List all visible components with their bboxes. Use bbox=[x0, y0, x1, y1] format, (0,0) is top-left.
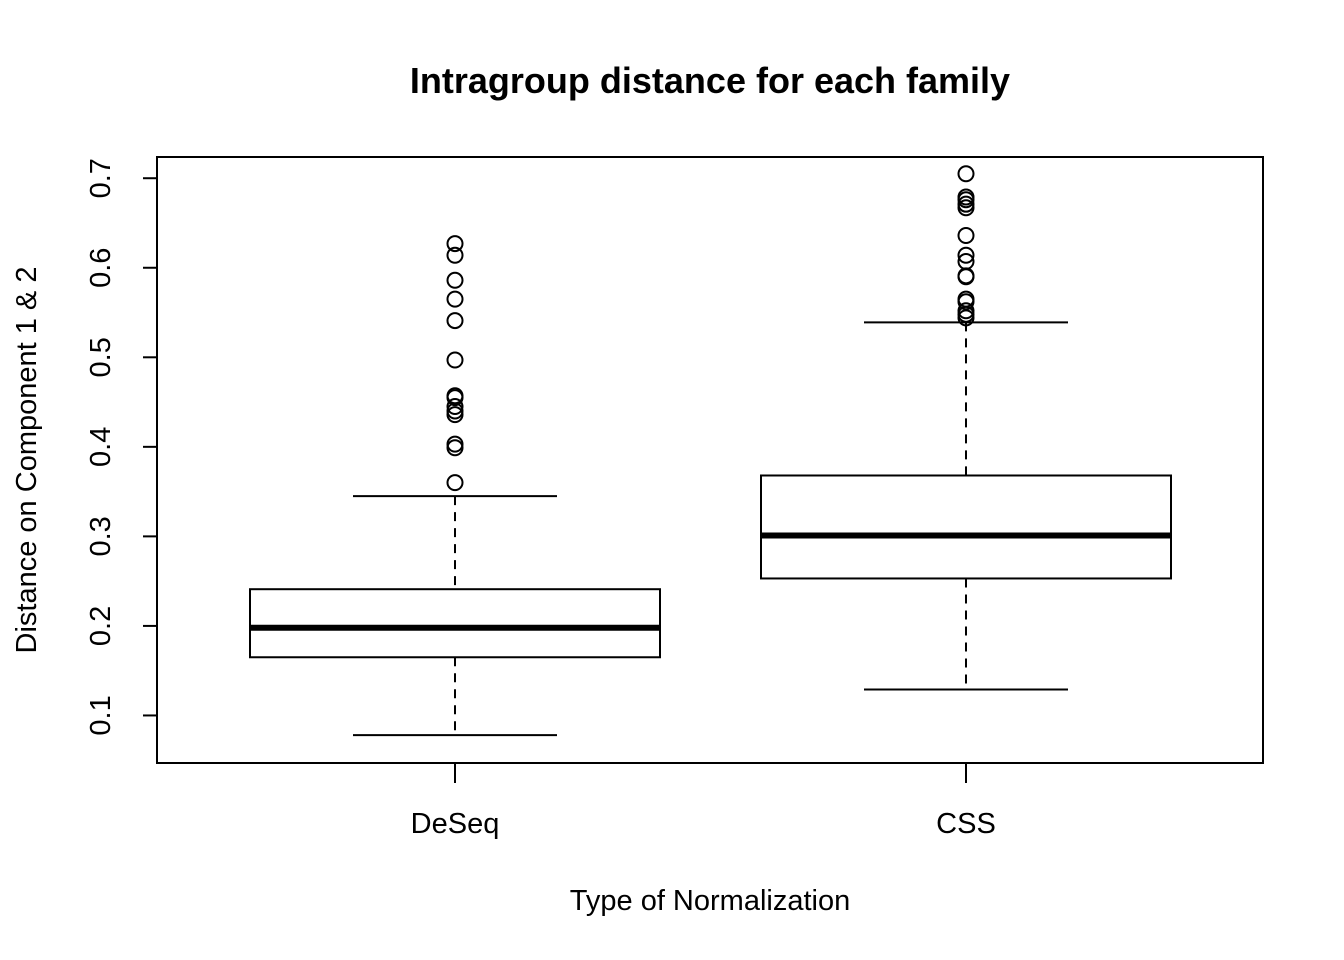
outlier-point bbox=[957, 290, 975, 308]
y-tick-label: 0.4 bbox=[85, 427, 117, 467]
y-axis: 0.1 0.2 0.3 0.4 0.5 0.6 0.7 bbox=[85, 158, 158, 736]
box bbox=[760, 474, 1172, 580]
outlier-point bbox=[446, 271, 464, 289]
outlier-point bbox=[446, 387, 464, 405]
outlier-point bbox=[957, 267, 975, 285]
y-tick-label: 0.5 bbox=[85, 337, 117, 377]
outlier-point bbox=[446, 351, 464, 369]
y-tick-label: 0.1 bbox=[85, 695, 117, 735]
boxes bbox=[249, 165, 1172, 737]
box-group bbox=[249, 235, 661, 737]
chart-title: Intragroup distance for each family bbox=[410, 60, 1010, 101]
outlier-point bbox=[446, 435, 464, 453]
box bbox=[249, 588, 661, 659]
outlier-point bbox=[957, 252, 975, 270]
y-axis-label: Distance on Component 1 & 2 bbox=[11, 267, 43, 654]
outlier-point bbox=[446, 398, 464, 416]
outlier-point bbox=[957, 302, 975, 320]
y-tick-label: 0.7 bbox=[85, 158, 117, 198]
outlier-point bbox=[957, 195, 975, 213]
box-group bbox=[760, 165, 1172, 691]
outlier-point bbox=[446, 246, 464, 264]
x-tick-label: CSS bbox=[936, 808, 996, 840]
outlier-point bbox=[957, 227, 975, 245]
outlier-point bbox=[446, 439, 464, 457]
x-tick-label: DeSeq bbox=[411, 808, 500, 840]
y-tick-label: 0.3 bbox=[85, 516, 117, 556]
y-tick-label: 0.2 bbox=[85, 606, 117, 646]
outlier-point bbox=[446, 290, 464, 308]
outlier-point bbox=[957, 188, 975, 206]
y-tick-label: 0.6 bbox=[85, 248, 117, 288]
x-axis: DeSeq CSS bbox=[411, 763, 996, 840]
outlier-point bbox=[446, 235, 464, 253]
outlier-point bbox=[446, 474, 464, 492]
plot-frame bbox=[156, 156, 1264, 764]
outlier-point bbox=[957, 165, 975, 183]
outlier-point bbox=[446, 312, 464, 330]
outlier-point bbox=[957, 246, 975, 264]
x-axis-label: Type of Normalization bbox=[570, 885, 850, 917]
